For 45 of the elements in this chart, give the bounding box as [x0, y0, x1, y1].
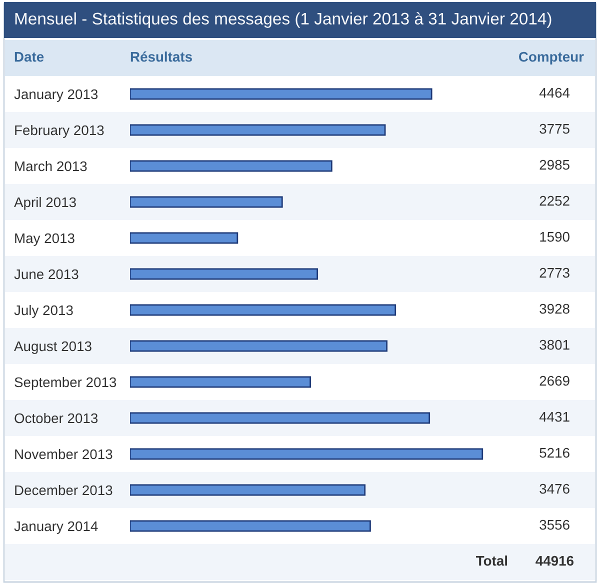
bar — [130, 124, 386, 136]
bar — [130, 196, 283, 208]
data-label: 2985 — [540, 160, 570, 170]
y-tick-label: July 2013 — [14, 304, 73, 318]
bar — [130, 340, 388, 352]
y-tick-label: August 2013 — [14, 341, 92, 354]
data-label: 2669 — [540, 376, 570, 386]
y-tick-label: October 2013 — [14, 412, 98, 424]
bar — [130, 484, 366, 496]
data-label: 2252 — [540, 196, 570, 206]
y-tick-label: November 2013 — [15, 448, 112, 460]
data-label: 3775 — [540, 124, 570, 134]
bar — [130, 232, 238, 244]
data-label: 4431 — [539, 412, 570, 422]
y-tick-label: December 2013 — [15, 484, 112, 496]
bar — [130, 376, 312, 388]
y-tick-label: September 2013 — [14, 376, 116, 390]
y-tick-label: June 2013 — [14, 269, 78, 280]
y-tick-label: January 2013 — [14, 89, 98, 102]
y-tick-label: March 2013 — [15, 160, 87, 172]
bar — [130, 448, 484, 460]
data-label: 3556 — [540, 520, 570, 530]
data-label: 2773 — [540, 268, 570, 278]
bar — [130, 160, 332, 172]
data-label: 5216 — [540, 448, 570, 458]
y-tick-label: February 2013 — [15, 124, 104, 138]
x-axis-title: Résultats — [130, 51, 192, 62]
data-label: 3928 — [540, 304, 570, 314]
text: 44916 — [536, 556, 574, 566]
bar — [130, 268, 318, 280]
data-label: 3801 — [540, 340, 570, 350]
y-tick-label: May 2013 — [15, 233, 74, 246]
chart-title: Mensuel - Statistiques des messages (1 Janvier 2013 à 31 Janvier 2014) — [15, 12, 552, 28]
text: Total — [476, 556, 508, 566]
y-tick-label: April 2013 — [14, 196, 76, 210]
y-tick-label: January 2014 — [14, 521, 98, 534]
data-label: 1590 — [540, 232, 570, 242]
bar — [130, 412, 430, 424]
y2-axis-title: Compteur — [518, 52, 584, 64]
bar — [130, 304, 396, 316]
bar — [130, 520, 371, 532]
y-axis-title: Date — [14, 52, 44, 62]
bar — [130, 88, 432, 100]
data-label: 3476 — [540, 484, 570, 494]
data-label: 4464 — [539, 88, 570, 98]
